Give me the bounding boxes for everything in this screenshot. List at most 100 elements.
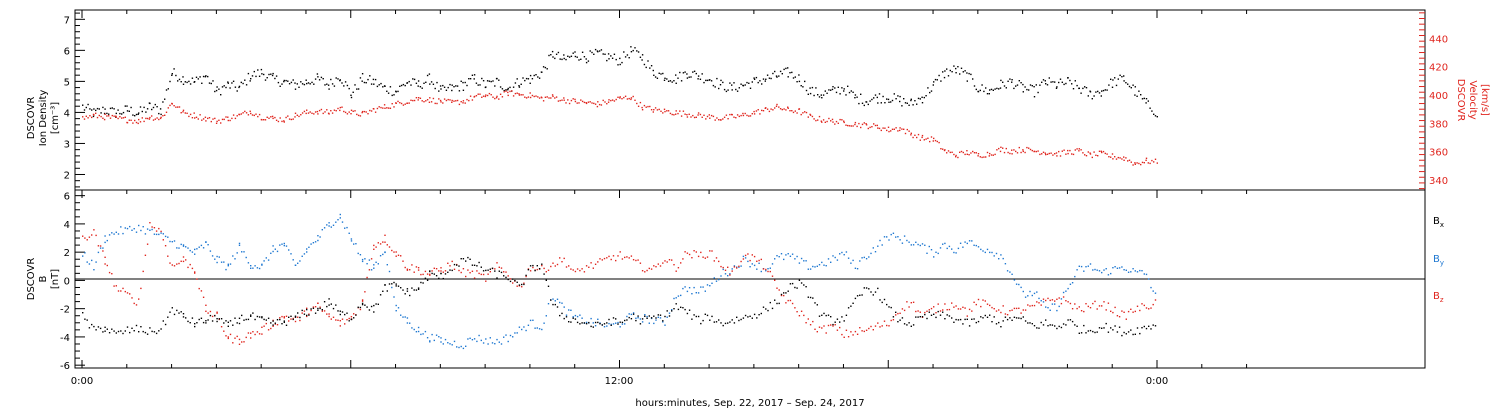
- bx-point: [906, 324, 908, 326]
- bx-point: [709, 319, 711, 321]
- by-point: [453, 340, 456, 343]
- bx-point: [1033, 325, 1036, 327]
- bz-point: [574, 270, 577, 273]
- density-point: [225, 86, 227, 89]
- bz-point: [565, 266, 568, 268]
- by-point: [180, 243, 182, 246]
- density-point: [653, 74, 655, 76]
- bz-point: [608, 255, 610, 258]
- density-point: [220, 94, 222, 96]
- bz-point: [937, 303, 939, 305]
- by-point: [1011, 273, 1013, 275]
- bx-point: [951, 317, 953, 319]
- bx-point: [297, 312, 299, 314]
- velocity-point: [1089, 153, 1092, 155]
- by-point: [310, 243, 312, 245]
- velocity-point: [320, 108, 323, 111]
- velocity-point: [477, 93, 479, 95]
- bz-point: [413, 271, 415, 273]
- density-point: [791, 71, 793, 74]
- density-point: [835, 91, 838, 94]
- by-point: [187, 247, 189, 249]
- bz-point: [953, 306, 955, 308]
- by-point: [1056, 309, 1058, 312]
- bx-point: [348, 320, 350, 322]
- density-point: [182, 83, 185, 85]
- bz-point: [908, 306, 910, 308]
- by-point: [321, 229, 323, 231]
- bz-point: [888, 325, 890, 327]
- bz-point: [823, 325, 825, 327]
- velocity-tick-label-5: 440: [1429, 34, 1448, 45]
- bz-point: [1009, 310, 1011, 312]
- density-point: [352, 91, 354, 93]
- density-point: [242, 82, 244, 85]
- bz-point: [297, 316, 299, 318]
- bx-point: [599, 323, 601, 325]
- density-point: [264, 79, 267, 81]
- velocity-point: [966, 153, 968, 155]
- bx-point: [196, 322, 198, 324]
- velocity-point: [914, 134, 916, 136]
- velocity-point: [684, 113, 686, 115]
- by-point: [332, 224, 335, 226]
- velocity-point: [874, 124, 877, 127]
- density-point: [585, 61, 588, 64]
- velocity-point: [809, 114, 812, 116]
- by-point: [736, 266, 738, 268]
- density-point: [164, 98, 166, 100]
- by-point: [915, 241, 917, 243]
- by-point: [317, 239, 319, 242]
- bx-point: [1067, 319, 1069, 321]
- by-point: [406, 322, 409, 324]
- bz-point: [366, 276, 368, 279]
- velocity-point: [998, 147, 1000, 150]
- density-point: [555, 53, 558, 55]
- bx-point: [391, 283, 393, 285]
- by-point: [227, 263, 229, 265]
- density-point: [1056, 86, 1058, 88]
- bx-point: [1004, 316, 1007, 318]
- by-point: [391, 286, 393, 289]
- by-point: [852, 259, 854, 262]
- velocity-point: [953, 153, 955, 156]
- velocity-point: [115, 116, 117, 118]
- by-point: [906, 239, 908, 242]
- bx-point: [594, 321, 597, 324]
- bz-point: [444, 270, 447, 272]
- bx-point: [830, 316, 832, 318]
- density-point: [871, 98, 873, 101]
- by-point: [1071, 282, 1074, 284]
- velocity-point: [173, 105, 175, 107]
- density-point: [298, 86, 300, 88]
- bz-point: [910, 302, 912, 304]
- bx-point: [258, 316, 261, 318]
- bx-point: [789, 283, 792, 285]
- by-point: [115, 231, 117, 233]
- by-point: [306, 251, 308, 253]
- bx-point: [1152, 324, 1154, 326]
- density-point: [100, 112, 102, 114]
- velocity-point: [551, 94, 554, 96]
- velocity-point: [307, 112, 310, 114]
- velocity-point: [141, 117, 143, 119]
- velocity-point: [143, 120, 145, 123]
- velocity-point: [557, 100, 560, 102]
- density-point: [731, 89, 733, 91]
- density-point: [680, 80, 683, 82]
- velocity-point: [380, 106, 382, 109]
- bz-point: [847, 336, 850, 338]
- density-point: [888, 101, 890, 103]
- bz-point: [1085, 303, 1087, 305]
- bz-point: [476, 270, 478, 272]
- density-point: [632, 49, 634, 52]
- bx-point: [637, 315, 639, 317]
- velocity-point: [667, 110, 670, 112]
- velocity-point: [216, 120, 218, 123]
- by-point: [505, 334, 507, 336]
- bz-point: [657, 263, 659, 265]
- by-point: [382, 253, 384, 256]
- density-point: [117, 109, 119, 111]
- velocity-point: [835, 120, 838, 123]
- density-point: [1020, 82, 1022, 84]
